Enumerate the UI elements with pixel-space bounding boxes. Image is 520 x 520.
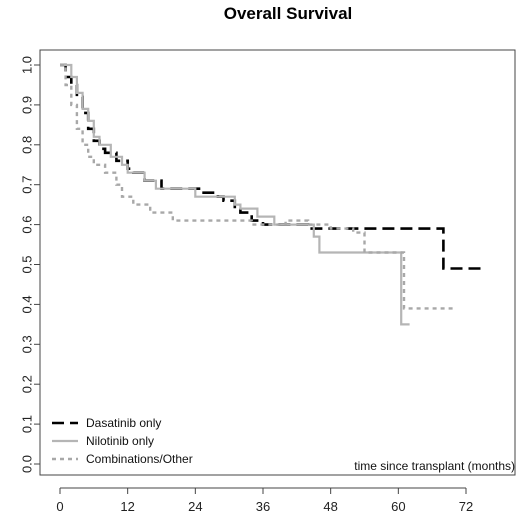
y-tick-label: 0.3 bbox=[20, 335, 35, 353]
y-tick-label: 0.8 bbox=[20, 136, 35, 154]
x-axis: 0 12 24 36 48 60 72 bbox=[56, 487, 473, 514]
series-lines bbox=[60, 63, 483, 326]
y-tick-label: 0.6 bbox=[20, 216, 35, 234]
y-tick-label: 1.0 bbox=[20, 56, 35, 74]
x-tick-label: 0 bbox=[56, 499, 63, 514]
legend: Dasatinib only Nilotinib only Combinations… bbox=[52, 416, 193, 466]
legend-label: Dasatinib only bbox=[86, 416, 161, 430]
x-tick-label: 48 bbox=[323, 499, 337, 514]
y-tick-label: 0.5 bbox=[20, 255, 35, 273]
axes bbox=[39, 49, 516, 476]
y-tick-label: 0.2 bbox=[20, 375, 35, 393]
y-axis: 0.0 0.1 0.2 0.3 0.4 0.5 0.6 0.7 0.8 0.9 1.0 bbox=[20, 56, 40, 473]
y-tick-label: 0.7 bbox=[20, 176, 35, 194]
x-axis-annotation: time since transplant (months) bbox=[354, 459, 515, 473]
plot-frame bbox=[39, 49, 516, 476]
x-tick-label: 36 bbox=[256, 499, 270, 514]
x-tick-label: 12 bbox=[120, 499, 134, 514]
series-line-2 bbox=[60, 63, 410, 326]
legend-label: Combinations/Other bbox=[86, 452, 193, 466]
x-tick-label: 24 bbox=[188, 499, 202, 514]
series-line-1 bbox=[60, 63, 483, 270]
series-line-3 bbox=[60, 63, 455, 310]
chart-title: Overall Survival bbox=[224, 4, 353, 23]
x-tick-label: 72 bbox=[459, 499, 473, 514]
legend-label: Nilotinib only bbox=[86, 434, 154, 448]
y-tick-label: 0.1 bbox=[20, 415, 35, 433]
y-tick-label: 0.4 bbox=[20, 295, 35, 313]
y-tick-label: 0.9 bbox=[20, 96, 35, 114]
y-tick-label: 0.0 bbox=[20, 455, 35, 473]
x-tick-label: 60 bbox=[391, 499, 405, 514]
